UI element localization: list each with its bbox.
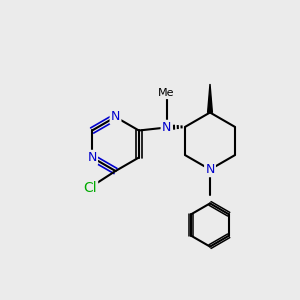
- Text: Cl: Cl: [83, 181, 97, 194]
- Text: N: N: [87, 151, 97, 164]
- Polygon shape: [208, 84, 212, 112]
- Text: Me: Me: [158, 88, 175, 98]
- Text: N: N: [162, 121, 171, 134]
- Text: N: N: [205, 163, 215, 176]
- Text: N: N: [111, 110, 120, 124]
